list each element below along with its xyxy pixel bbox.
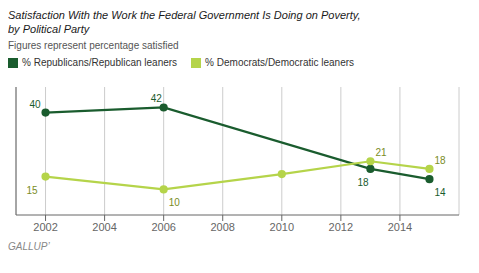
html-text:% Democrats/Democratic leaners: % Democrats/Democratic leaners: [205, 57, 354, 68]
svg-text:2014: 2014: [388, 221, 412, 233]
svg-text:2002: 2002: [33, 221, 57, 233]
html-text:Figures represent percentage s: Figures represent percentage satisfied: [8, 40, 179, 51]
svg-text:40: 40: [30, 99, 42, 110]
html-text:by Political Party: by Political Party: [8, 23, 90, 35]
svg-text:2004: 2004: [92, 221, 116, 233]
svg-text:2008: 2008: [210, 221, 234, 233]
svg-text:2006: 2006: [151, 221, 175, 233]
svg-text:21: 21: [375, 147, 387, 158]
svg-text:2010: 2010: [270, 221, 294, 233]
svg-text:2012: 2012: [329, 221, 353, 233]
svg-text:14: 14: [434, 187, 446, 198]
html-text:GALLUP’: GALLUP’: [8, 241, 50, 252]
html-text:Satisfaction With the Work the: Satisfaction With the Work the Federal G…: [8, 9, 361, 21]
svg-text:10: 10: [169, 197, 181, 208]
svg-text:18: 18: [434, 155, 446, 166]
svg-text:18: 18: [357, 177, 369, 188]
svg-text:15: 15: [27, 185, 39, 196]
html-text:% Republicans/Republican leane: % Republicans/Republican leaners: [22, 57, 178, 68]
svg-text:42: 42: [151, 93, 163, 104]
